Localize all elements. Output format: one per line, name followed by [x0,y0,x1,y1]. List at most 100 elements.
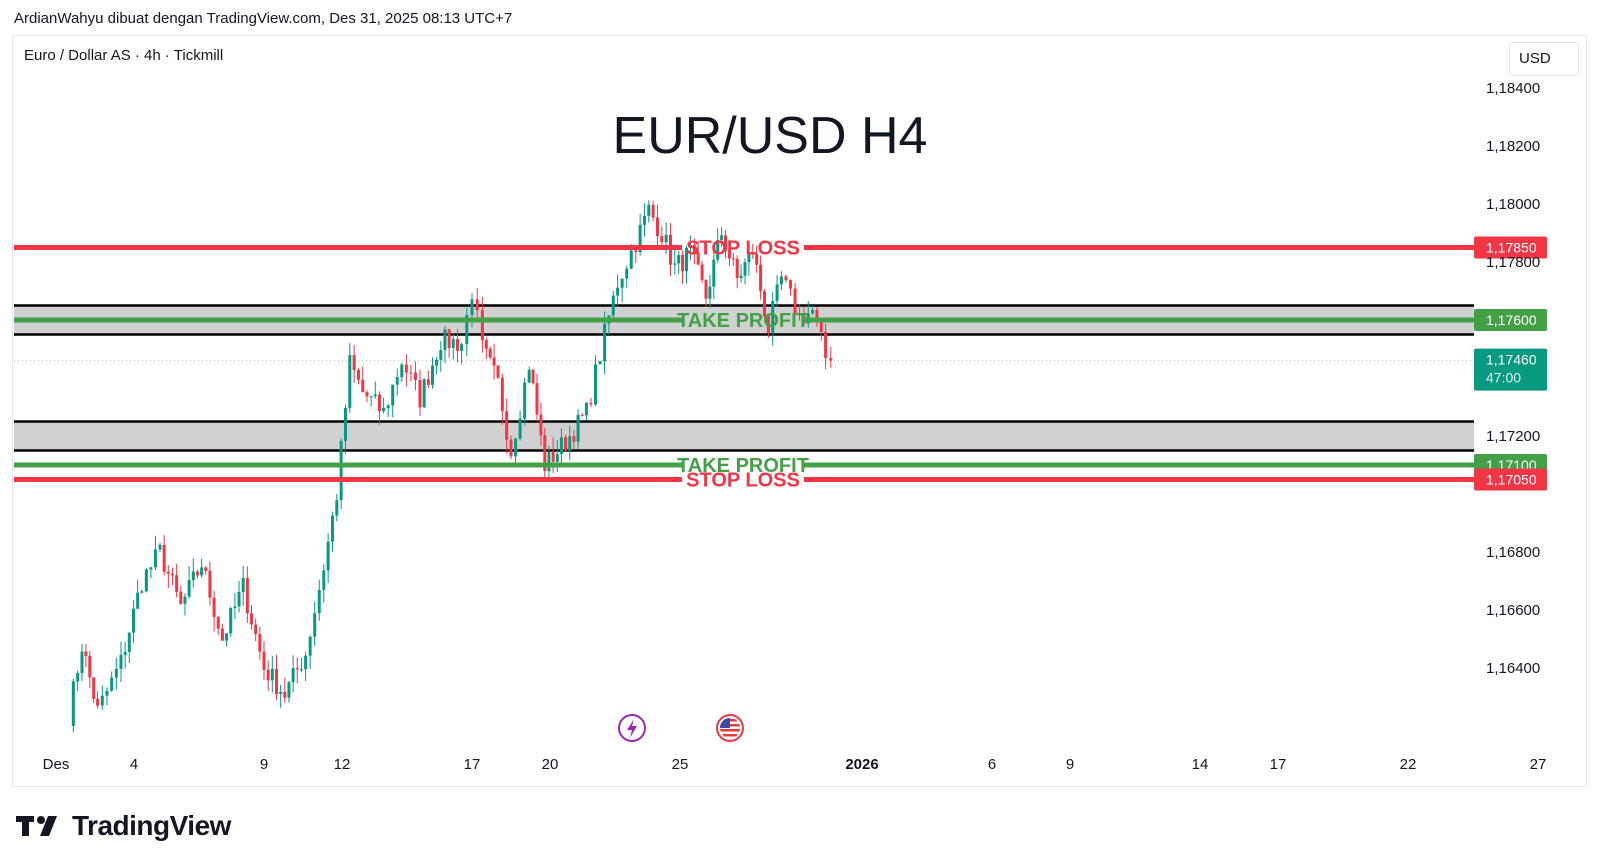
candle [404,354,408,387]
candle [655,204,659,249]
x-tick-label: 2026 [845,756,878,773]
y-tick-label: 1,16600 [1486,602,1540,619]
level-price-tag-text-3: 1,17050 [1486,472,1537,488]
candle [704,279,708,308]
symbol-legend[interactable]: Euro / Dollar AS · 4h · Tickmill [24,47,224,64]
y-tick-label: 1,18000 [1486,196,1540,213]
x-tick-label: 9 [1066,756,1074,773]
candle [191,558,195,588]
candle [237,580,241,613]
candle [270,656,274,693]
candle [377,391,381,425]
candle [798,304,802,321]
candle [518,410,522,441]
candle [283,677,287,703]
candle [443,325,447,364]
currency-button[interactable]: USD [1509,42,1579,76]
x-axis: Des491217202520266914172227Feb51013 [43,756,1547,773]
candle [279,684,283,708]
candle [426,370,430,389]
candle [568,425,572,461]
candle [216,615,220,635]
candle [576,409,580,449]
x-tick-label: 6 [988,756,996,773]
candle [373,381,377,399]
candle [496,364,500,379]
candle [166,565,170,589]
candle [84,644,88,668]
candle [716,228,720,263]
candle [712,247,716,300]
x-tick-label: 17 [1270,756,1287,773]
candle [322,563,326,603]
chart-caption: ArdianWahyu dibuat dengan TradingView.co… [14,10,513,27]
candle [369,395,373,407]
candle [700,261,704,283]
candle [92,677,96,704]
level-label-2: TAKE PROFIT [677,455,809,477]
candle [88,650,92,689]
tradingview-logo[interactable]: TradingView [16,808,231,844]
candle [80,643,84,682]
candle [681,250,685,284]
candle [727,239,731,266]
candle [382,397,386,414]
zone-rect-1[interactable] [14,421,1474,451]
candle [127,632,131,663]
candle [505,398,509,454]
candle [287,681,291,703]
candle [304,652,308,681]
candle [720,227,724,247]
candle [158,542,162,553]
candle [751,243,755,259]
candle [295,657,299,684]
candle [348,343,352,413]
candle [100,685,104,710]
candle [616,274,620,308]
candle [685,245,688,284]
levels-layer: STOP LOSS 1,17850 TAKE PROFIT 1,17600 TAKE P… [14,236,1547,492]
candle [339,438,343,509]
candle [241,565,245,606]
candle [123,642,127,669]
candle [460,342,464,365]
us-flag-event-icon[interactable] [716,714,744,742]
candle [317,579,321,621]
candle [162,535,166,576]
candle [677,250,681,274]
candle [802,307,806,326]
candle [620,278,624,303]
candle [254,618,258,642]
candle [759,255,763,300]
candle [771,291,775,346]
chart-frame [12,35,1587,787]
candle [492,343,496,380]
x-tick-label: 17 [464,756,481,773]
candle [229,606,233,637]
current-price-tag [1474,348,1547,391]
candle [153,535,157,571]
candle [225,633,229,647]
x-tick-label: 20 [542,756,559,773]
tradingview-logo-icon [16,816,57,836]
level-price-tag-text-1: 1,17600 [1486,312,1537,328]
candle [422,377,426,408]
candle [673,249,677,275]
candle [739,264,743,283]
candle [76,670,80,692]
candle [642,203,646,237]
candle [731,252,735,267]
candle [747,244,751,276]
candle [352,345,356,383]
candle [480,297,484,353]
candle [509,435,513,460]
lightning-event-icon[interactable] [618,714,646,742]
candle [170,567,174,586]
x-tick-label: 12 [334,756,351,773]
candle [451,333,455,360]
candle [179,585,183,605]
candle [110,671,114,692]
candle [829,346,833,368]
candle [187,566,191,599]
